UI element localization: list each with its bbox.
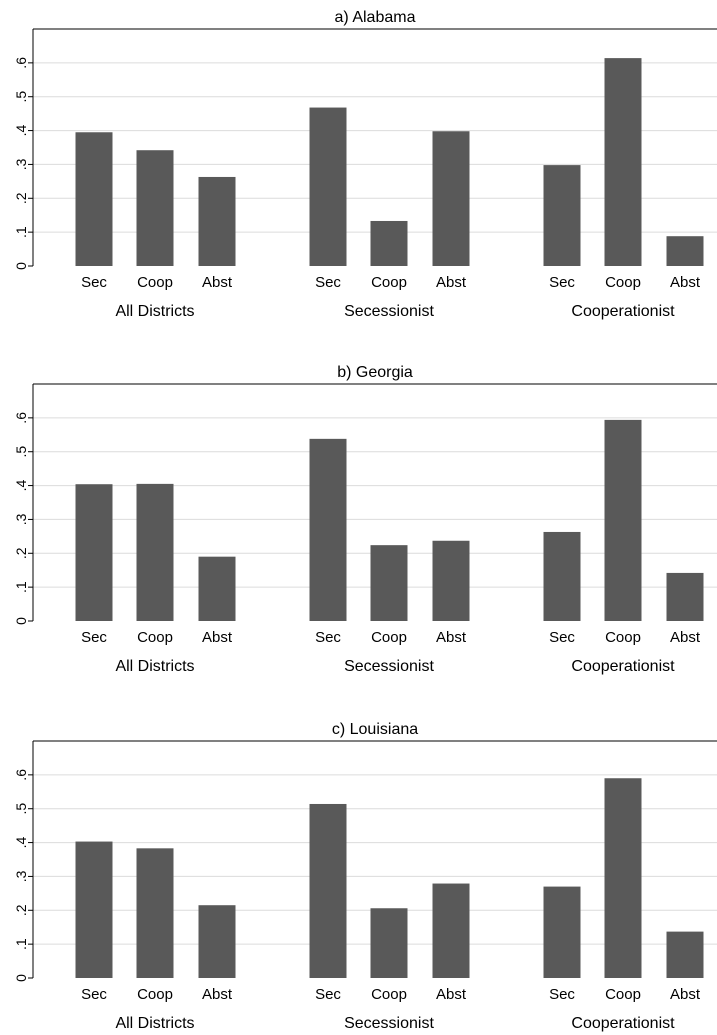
bar (666, 236, 704, 266)
y-tick-label: .6 (13, 412, 29, 424)
group-label: Secessionist (344, 1015, 434, 1032)
group-label: Cooperationist (571, 303, 675, 320)
bar (370, 908, 408, 978)
category-label: Coop (605, 629, 641, 646)
chart-title: c) Louisiana (332, 721, 418, 738)
category-label: Abst (436, 986, 467, 1003)
bar (370, 545, 408, 621)
group-label: Cooperationist (571, 1015, 675, 1032)
category-label: Coop (371, 629, 407, 646)
bar (543, 531, 581, 621)
category-label: Sec (81, 986, 107, 1003)
y-tick-label: .4 (13, 837, 29, 849)
category-label: Abst (436, 629, 467, 646)
bar (198, 176, 236, 266)
chart-panel-3: c) Louisiana 0 .1 .2 .3 .4 .5 .6 Sec Coop Abst All … (13, 721, 717, 1032)
bar (666, 931, 704, 978)
y-tick-label: .5 (13, 91, 29, 103)
bar (198, 556, 236, 621)
category-label: Abst (670, 274, 701, 291)
bar (75, 841, 113, 978)
category-label: Abst (202, 629, 233, 646)
y-tick-label: .2 (13, 904, 29, 916)
y-tick-label: .4 (13, 480, 29, 492)
bar (309, 438, 347, 621)
category-label: Coop (137, 274, 173, 291)
y-tick-label: .4 (13, 125, 29, 137)
category-label: Abst (202, 986, 233, 1003)
bar (604, 419, 642, 621)
y-tick-label: .1 (13, 226, 29, 238)
category-label: Abst (670, 986, 701, 1003)
bar (309, 803, 347, 978)
bar (309, 107, 347, 266)
bar (136, 150, 174, 266)
bar (604, 778, 642, 978)
bar (543, 165, 581, 266)
y-tick-label: 0 (13, 974, 29, 982)
chart-panel-1: a) Alabama 0 .1 .2 .3 .4 .5 .6 Sec Coop Abst All Di… (13, 9, 717, 320)
bar (136, 848, 174, 978)
bar (432, 131, 470, 266)
bar (666, 572, 704, 621)
group-label: Cooperationist (571, 658, 675, 675)
category-label: Coop (605, 986, 641, 1003)
group-label: Secessionist (344, 658, 434, 675)
y-tick-label: .6 (13, 57, 29, 69)
y-tick-label: .5 (13, 803, 29, 815)
y-tick-label: .3 (13, 158, 29, 170)
category-label: Abst (670, 629, 701, 646)
category-label: Coop (371, 986, 407, 1003)
y-tick-label: .1 (13, 938, 29, 950)
y-tick-label: .2 (13, 192, 29, 204)
bar (136, 483, 174, 621)
bar (432, 883, 470, 978)
category-label: Sec (315, 274, 341, 291)
bar (543, 886, 581, 978)
bar (370, 220, 408, 266)
category-label: Sec (549, 986, 575, 1003)
chart-title: a) Alabama (335, 9, 416, 26)
category-label: Abst (436, 274, 467, 291)
chart-title: b) Georgia (337, 364, 413, 381)
category-label: Sec (81, 274, 107, 291)
chart-panel-2: b) Georgia 0 .1 .2 .3 .4 .5 .6 Sec Coop Abst All Di… (13, 364, 717, 675)
bar (75, 484, 113, 621)
y-tick-label: .6 (13, 769, 29, 781)
category-label: Coop (137, 986, 173, 1003)
y-tick-label: .2 (13, 547, 29, 559)
category-label: Sec (81, 629, 107, 646)
category-label: Sec (315, 629, 341, 646)
category-label: Coop (605, 274, 641, 291)
y-tick-label: .3 (13, 513, 29, 525)
group-label: Secessionist (344, 303, 434, 320)
category-label: Sec (315, 986, 341, 1003)
group-label: All Districts (115, 303, 194, 320)
category-label: Sec (549, 629, 575, 646)
category-label: Coop (371, 274, 407, 291)
group-label: All Districts (115, 1015, 194, 1032)
bar (75, 132, 113, 266)
y-tick-label: .3 (13, 870, 29, 882)
y-tick-label: .1 (13, 581, 29, 593)
category-label: Abst (202, 274, 233, 291)
y-tick-label: .5 (13, 446, 29, 458)
y-tick-label: 0 (13, 262, 29, 270)
bar (432, 540, 470, 621)
category-label: Coop (137, 629, 173, 646)
bar (198, 905, 236, 978)
bar (604, 58, 642, 266)
y-tick-label: 0 (13, 617, 29, 625)
group-label: All Districts (115, 658, 194, 675)
category-label: Sec (549, 274, 575, 291)
